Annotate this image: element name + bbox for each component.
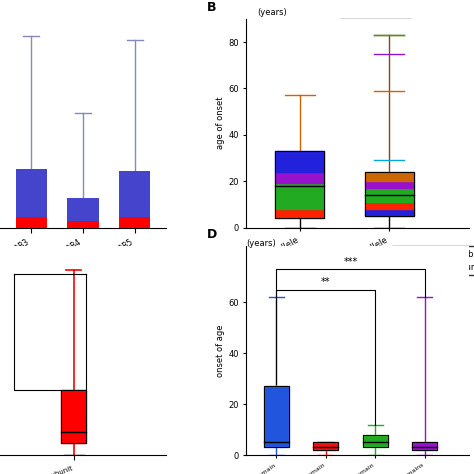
Bar bbox=[365, 188, 413, 195]
Text: (years): (years) bbox=[258, 8, 287, 17]
Text: D: D bbox=[206, 228, 217, 241]
Bar bbox=[275, 172, 324, 183]
Bar bbox=[264, 386, 289, 447]
Bar bbox=[264, 386, 289, 447]
Bar bbox=[16, 217, 46, 228]
Bar bbox=[365, 202, 413, 209]
Bar bbox=[275, 183, 324, 195]
Bar bbox=[365, 172, 413, 216]
Bar bbox=[365, 195, 413, 202]
Bar bbox=[313, 442, 338, 450]
Text: (years): (years) bbox=[246, 239, 276, 248]
Bar bbox=[61, 390, 86, 444]
Bar bbox=[275, 195, 324, 209]
Text: **: ** bbox=[321, 277, 330, 287]
Bar bbox=[275, 209, 324, 218]
Bar bbox=[275, 160, 324, 172]
Bar bbox=[61, 390, 86, 444]
Bar bbox=[365, 209, 413, 216]
Bar bbox=[412, 442, 437, 450]
Bar bbox=[67, 198, 99, 228]
Y-axis label: onset of age: onset of age bbox=[217, 325, 226, 377]
Bar bbox=[67, 221, 99, 228]
Bar bbox=[365, 172, 413, 181]
Bar bbox=[16, 169, 46, 228]
Bar bbox=[313, 442, 338, 450]
Legend: early-onset, late-onset: early-onset, late-onset bbox=[340, 19, 410, 48]
Bar bbox=[363, 435, 388, 447]
Bar bbox=[363, 435, 388, 447]
Bar bbox=[412, 442, 437, 450]
Bar bbox=[275, 151, 324, 218]
Bar bbox=[365, 181, 413, 188]
Y-axis label: age of onset: age of onset bbox=[217, 97, 226, 149]
Legend: regulatory subunit, catalytic subunit: regulatory subunit, catalytic subunit bbox=[392, 246, 474, 275]
Bar bbox=[119, 171, 150, 228]
Text: ***: *** bbox=[343, 257, 357, 267]
Bar bbox=[275, 151, 324, 160]
Bar bbox=[119, 217, 150, 228]
Text: B: B bbox=[206, 0, 216, 14]
